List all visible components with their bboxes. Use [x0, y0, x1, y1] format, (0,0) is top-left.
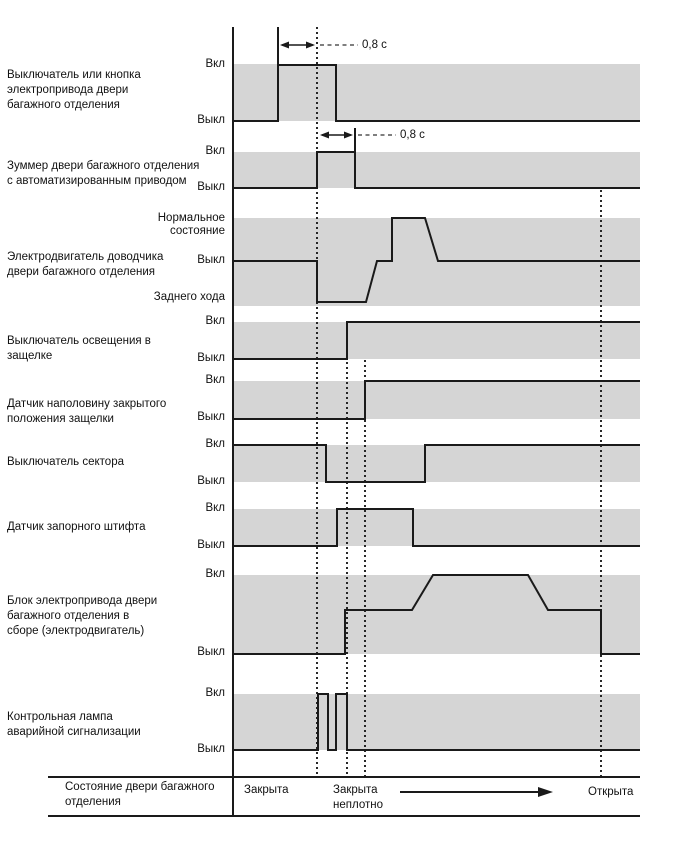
arrowhead-right-icon [344, 131, 353, 139]
door-state-row-label: Состояние двери багажного отделения [65, 780, 215, 810]
level-label: Вкл [205, 374, 225, 386]
door-state-value: Закрыта неплотно [333, 783, 383, 813]
waveform-trace [233, 693, 640, 751]
level-label: Выкл [197, 646, 225, 658]
duration-label: 0,8 с [362, 39, 387, 51]
arrowhead-left-icon [280, 41, 289, 49]
level-label-line: Нормальное [157, 212, 225, 224]
door-state-row-label-line: Состояние двери багажного [65, 781, 215, 793]
signal-band [233, 445, 640, 482]
signal-band [233, 575, 640, 654]
signal-name-line: Выключатель освещения в [7, 335, 151, 347]
waveform-trace [233, 321, 640, 360]
level-label-line: состояние [170, 225, 225, 237]
arrowhead-right-icon [306, 41, 315, 49]
signal-name-line: багажного отделения [7, 99, 120, 111]
signal-name-line: электропривода двери [7, 84, 129, 96]
signal-name-line: с автоматизированным приводом [7, 175, 187, 187]
level-label: Выкл [197, 181, 225, 193]
door-state-value: Открыта [588, 785, 633, 800]
signal-name-line: Выключатель или кнопка [7, 69, 141, 81]
level-label: Выкл [197, 114, 225, 126]
signal-name-label: Контрольная лампа аварийной сигнализации [7, 710, 141, 740]
level-label: Вкл [205, 502, 225, 514]
duration-label: 0,8 с [400, 129, 425, 141]
signal-band [233, 152, 640, 188]
signal-name-line: аварийной сигнализации [7, 726, 141, 738]
signal-name-line: Датчик наполовину закрытого [7, 398, 167, 410]
waveform-trace [233, 217, 640, 303]
door-state-value-line: Закрыта [244, 784, 289, 796]
door-state-value-line: Закрыта [333, 784, 378, 796]
signal-name-label: Зуммер двери багажного отделения с автома… [7, 159, 199, 189]
level-label: Нормальное состояние [158, 212, 225, 238]
signal-name-label: Блок электропривода двери багажного отдел… [7, 594, 157, 639]
level-label: Вкл [205, 315, 225, 327]
signal-name-line: багажного отделения в [7, 610, 130, 622]
signal-band [233, 381, 640, 419]
level-label: Выкл [197, 411, 225, 423]
door-state-value-line: неплотно [333, 799, 383, 811]
signal-band [233, 64, 640, 121]
signal-band [233, 694, 640, 750]
signal-name-line: двери багажного отделения [7, 266, 155, 278]
waveform-trace [233, 574, 640, 655]
level-label: Выкл [197, 539, 225, 551]
door-state-value: Закрыта [244, 783, 289, 798]
signal-band [233, 509, 640, 546]
level-label: Вкл [205, 438, 225, 450]
signal-name-line: сборе (электродвигатель) [7, 625, 145, 637]
signal-name-line: Контрольная лампа [7, 711, 113, 723]
signal-name-label: Датчик запорного штифта [7, 520, 145, 535]
signal-name-label: Электродвигатель доводчика двери багажног… [7, 250, 163, 280]
level-label: Выкл [197, 352, 225, 364]
level-label: Выкл [197, 254, 225, 266]
signal-name-line: Датчик запорного штифта [7, 521, 146, 533]
waveform-trace [233, 64, 640, 122]
level-label: Вкл [205, 568, 225, 580]
signal-name-label: Выключатель или кнопка электропривода две… [7, 68, 141, 113]
door-state-value-line: Открыта [588, 786, 634, 798]
level-label: Выкл [197, 475, 225, 487]
level-label: Вкл [205, 687, 225, 699]
signal-name-line: положения защелки [7, 413, 114, 425]
waveform-trace [233, 508, 640, 547]
signal-name-label: Выключатель сектора [7, 455, 124, 470]
signal-name-line: Электродвигатель доводчика [7, 251, 164, 263]
waveform-trace [233, 380, 640, 420]
signal-name-line: защелке [7, 350, 53, 362]
level-label: Заднего хода [153, 291, 225, 303]
signal-name-line: Блок электропривода двери [7, 595, 158, 607]
signal-name-label: Датчик наполовину закрытого положения защ… [7, 397, 166, 427]
level-label: Вкл [205, 58, 225, 70]
signal-name-line: Выключатель сектора [7, 456, 124, 468]
level-label: Выкл [197, 743, 225, 755]
door-state-row-label-line: отделения [65, 796, 121, 808]
arrowhead-left-icon [320, 131, 329, 139]
signal-name-line: Зуммер двери багажного отделения [7, 160, 200, 172]
state-arrowhead-icon [538, 787, 553, 797]
level-label: Вкл [205, 145, 225, 157]
waveform-trace [233, 151, 640, 189]
waveform-trace [233, 444, 640, 483]
signal-name-label: Выключатель освещения в защелке [7, 334, 151, 364]
signal-band [233, 322, 640, 359]
